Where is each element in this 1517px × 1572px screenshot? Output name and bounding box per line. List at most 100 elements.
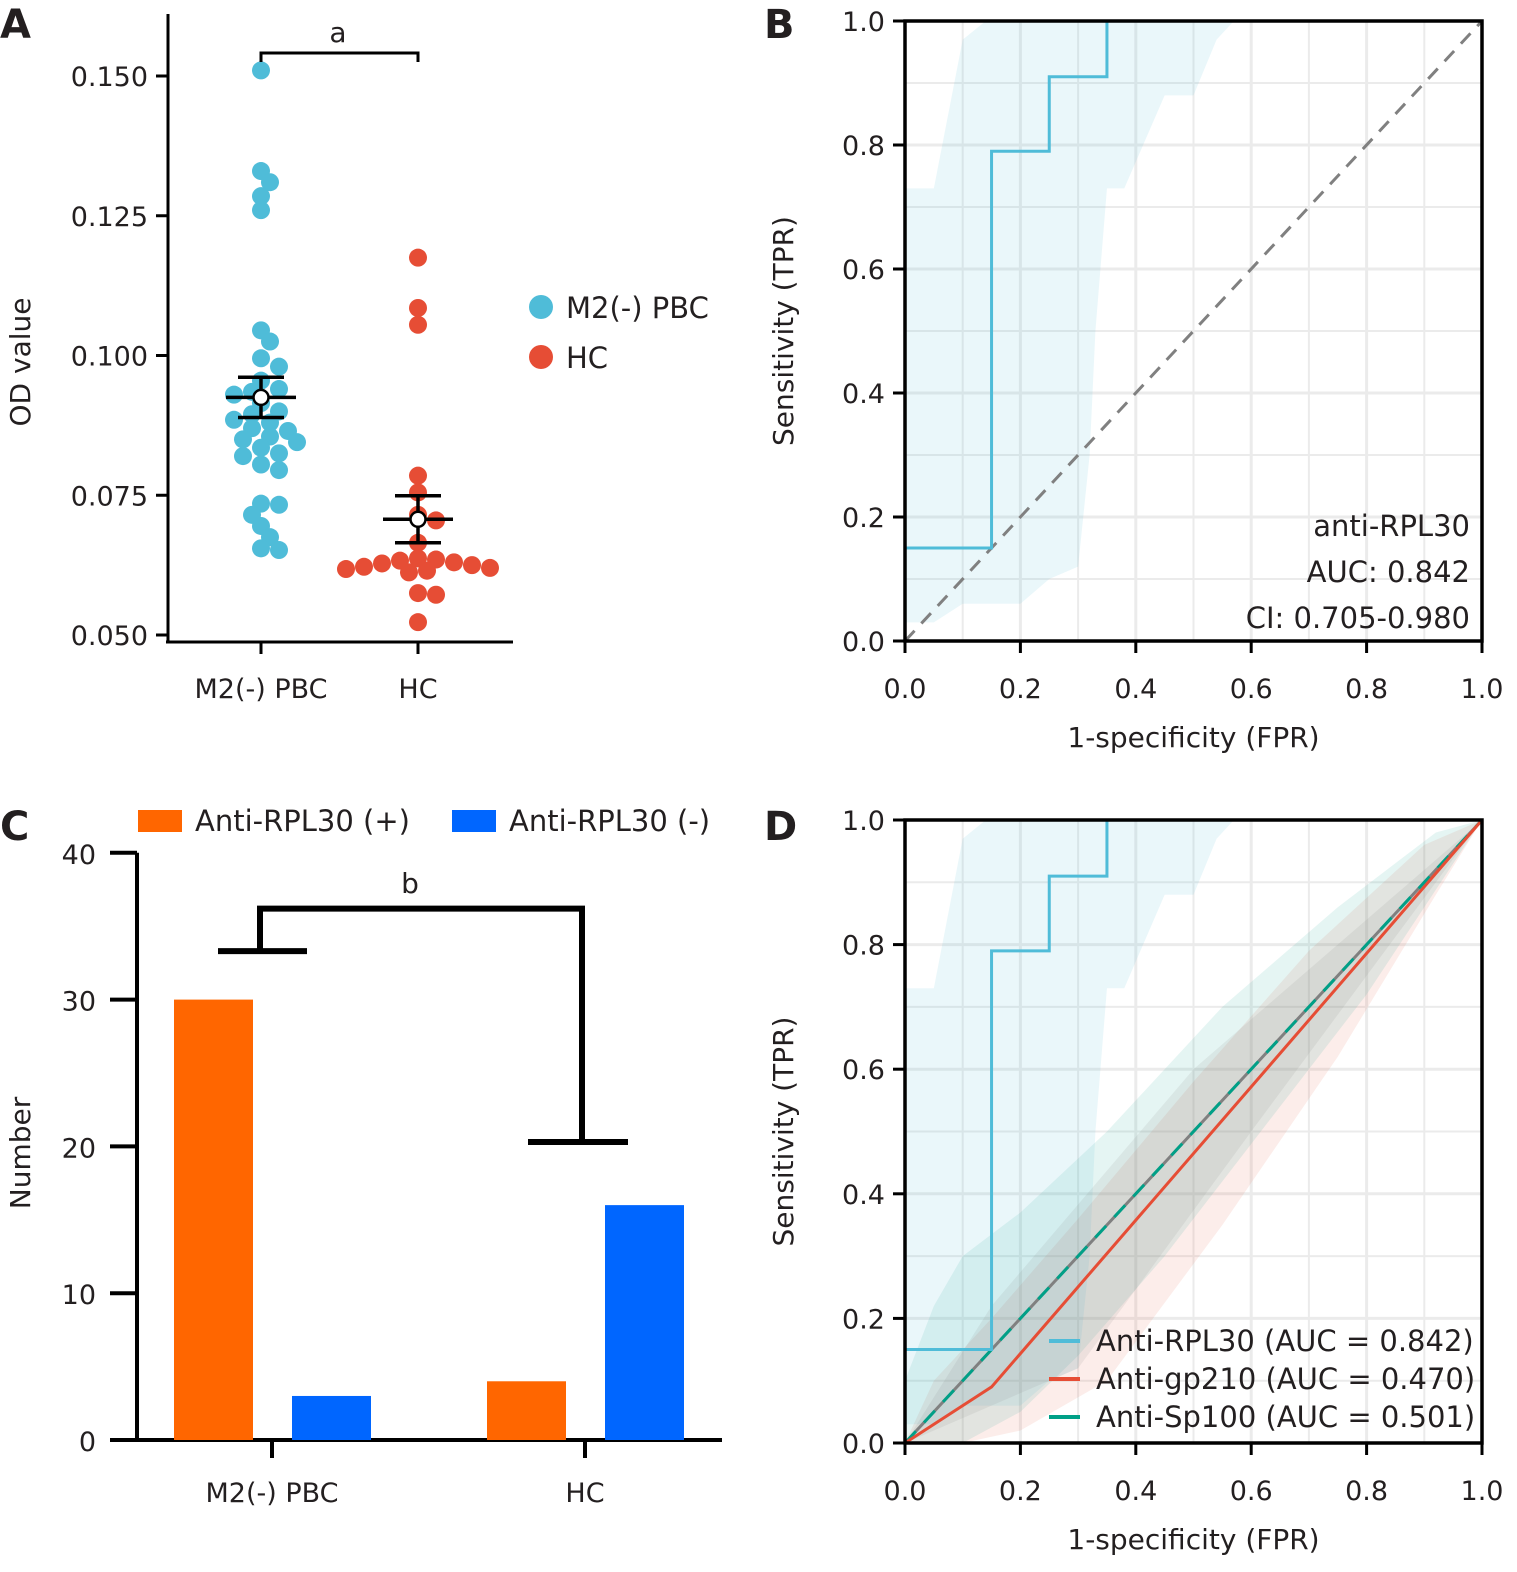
data-point [225,385,243,404]
data-point [355,557,373,576]
legend-label: Anti-RPL30 (+) [195,804,410,838]
legend-label: Anti-gp210 (AUC = 0.470) [1096,1362,1475,1396]
data-point [252,438,270,457]
x-axis-label: 1-specificity (FPR) [1067,721,1319,754]
x-axis-label: 1-specificity (FPR) [1067,1523,1319,1556]
legend-label: Anti-RPL30 (-) [509,804,710,838]
data-point [409,584,427,603]
data-point [270,357,288,376]
x-tick-label: 0.4 [1114,674,1157,705]
data-point [252,61,270,80]
panel-letter-a: A [0,2,31,48]
y-tick-label: 0.150 [71,62,148,93]
plot-frame [903,19,1484,643]
auc-annotation: anti-RPL30 [1313,509,1470,543]
data-point [225,410,243,429]
x-tick-label: 0.2 [999,674,1042,705]
bar [292,1395,371,1440]
data-point [252,455,270,474]
x-tick-label: HC [398,674,437,705]
data-point [409,248,427,267]
data-point [270,495,288,514]
y-axis-label: Sensitivity (TPR) [767,216,800,446]
panel-letter-d: D [764,804,797,850]
auc-annotation: CI: 0.705-0.980 [1246,601,1470,635]
roc-curve-rpl30 [903,19,1482,641]
y-tick-label: 0.8 [842,131,885,162]
mean-marker [252,388,270,407]
data-point [373,554,391,573]
panel-b-roc: 0.0 0.2 0.4 0.6 0.8 1.0 0.0 0.2 0.4 0.6 0.8 1.0 1-sp… [767,7,1503,754]
y-tick-label: 1.0 [842,7,885,38]
data-point [270,444,288,463]
data-point [261,173,279,192]
data-point [409,315,427,334]
y-tick-label: 0.0 [842,1429,885,1460]
panel-a-scatter: 0.050 0.075 0.100 0.125 0.150 M2(-) PBC HC OD v… [4,14,709,705]
data-point [427,585,445,604]
data-point [445,553,463,572]
legend-swatch [138,810,182,832]
data-point [463,556,481,575]
significance-label: a [329,16,346,49]
legend-label: Anti-Sp100 (AUC = 0.501) [1096,1400,1475,1434]
y-axis-label: Number [4,1096,37,1209]
data-point [337,560,355,579]
panel-c-bar: 0 10 20 30 40 M2(-) PBC HC Number b Anti-RPL30 (+… [4,804,722,1509]
y-tick-label: 0.6 [842,1055,885,1086]
y-tick-label: 0.6 [842,255,885,286]
y-tick-label: 20 [62,1133,96,1164]
y-tick-label: 0 [79,1427,96,1458]
ci-band-rpl30 [905,21,1482,641]
y-tick-label: 0.100 [71,342,148,373]
x-tick-label: 0.6 [1230,1476,1273,1507]
y-tick-label: 0.075 [71,481,148,512]
data-point [409,549,427,568]
data-point [252,349,270,368]
y-axis-label: OD value [4,298,37,427]
legend-label: HC [566,341,608,375]
y-tick-label: 40 [62,840,96,871]
bar [174,999,253,1440]
y-tick-label: 1.0 [842,806,885,837]
y-axis-label: Sensitivity (TPR) [767,1017,800,1247]
data-point [288,433,306,452]
x-tick-label: 1.0 [1461,674,1504,705]
legend-marker [529,345,553,369]
data-point [252,201,270,220]
panel-letter-b: B [764,2,795,48]
data-point [234,430,252,449]
x-tick-label: 1.0 [1461,1476,1504,1507]
significance-bracket [259,51,420,62]
data-point [252,187,270,206]
x-tick-label: 0.8 [1345,1476,1388,1507]
diagonal-reference-line [903,19,1484,643]
legend-label: M2(-) PBC [566,291,709,325]
data-point [252,539,270,558]
data-point [409,613,427,632]
y-tick-label: 0.8 [842,931,885,962]
data-point [234,447,252,466]
y-tick-label: 0.2 [842,503,885,534]
significance-bracket [257,905,585,1142]
y-tick-label: 0.4 [842,379,885,410]
data-point [270,461,288,480]
x-tick-label: 0.2 [999,1476,1042,1507]
data-point [261,332,279,351]
y-tick-label: 30 [62,987,96,1018]
bar [605,1205,684,1440]
legend-label: Anti-RPL30 (AUC = 0.842) [1096,1324,1474,1358]
data-point [409,466,427,485]
x-tick-label: 0.6 [1230,674,1273,705]
data-point [481,558,499,577]
data-point [400,563,418,582]
x-tick-label: 0.0 [884,1476,927,1507]
significance-label: b [401,867,419,900]
x-tick-label: HC [565,1478,604,1509]
panel-letter-c: C [0,804,29,850]
y-tick-label: 0.0 [842,627,885,658]
y-tick-label: 10 [62,1280,96,1311]
x-tick-label: 0.0 [884,674,927,705]
x-tick-label: M2(-) PBC [205,1478,338,1509]
